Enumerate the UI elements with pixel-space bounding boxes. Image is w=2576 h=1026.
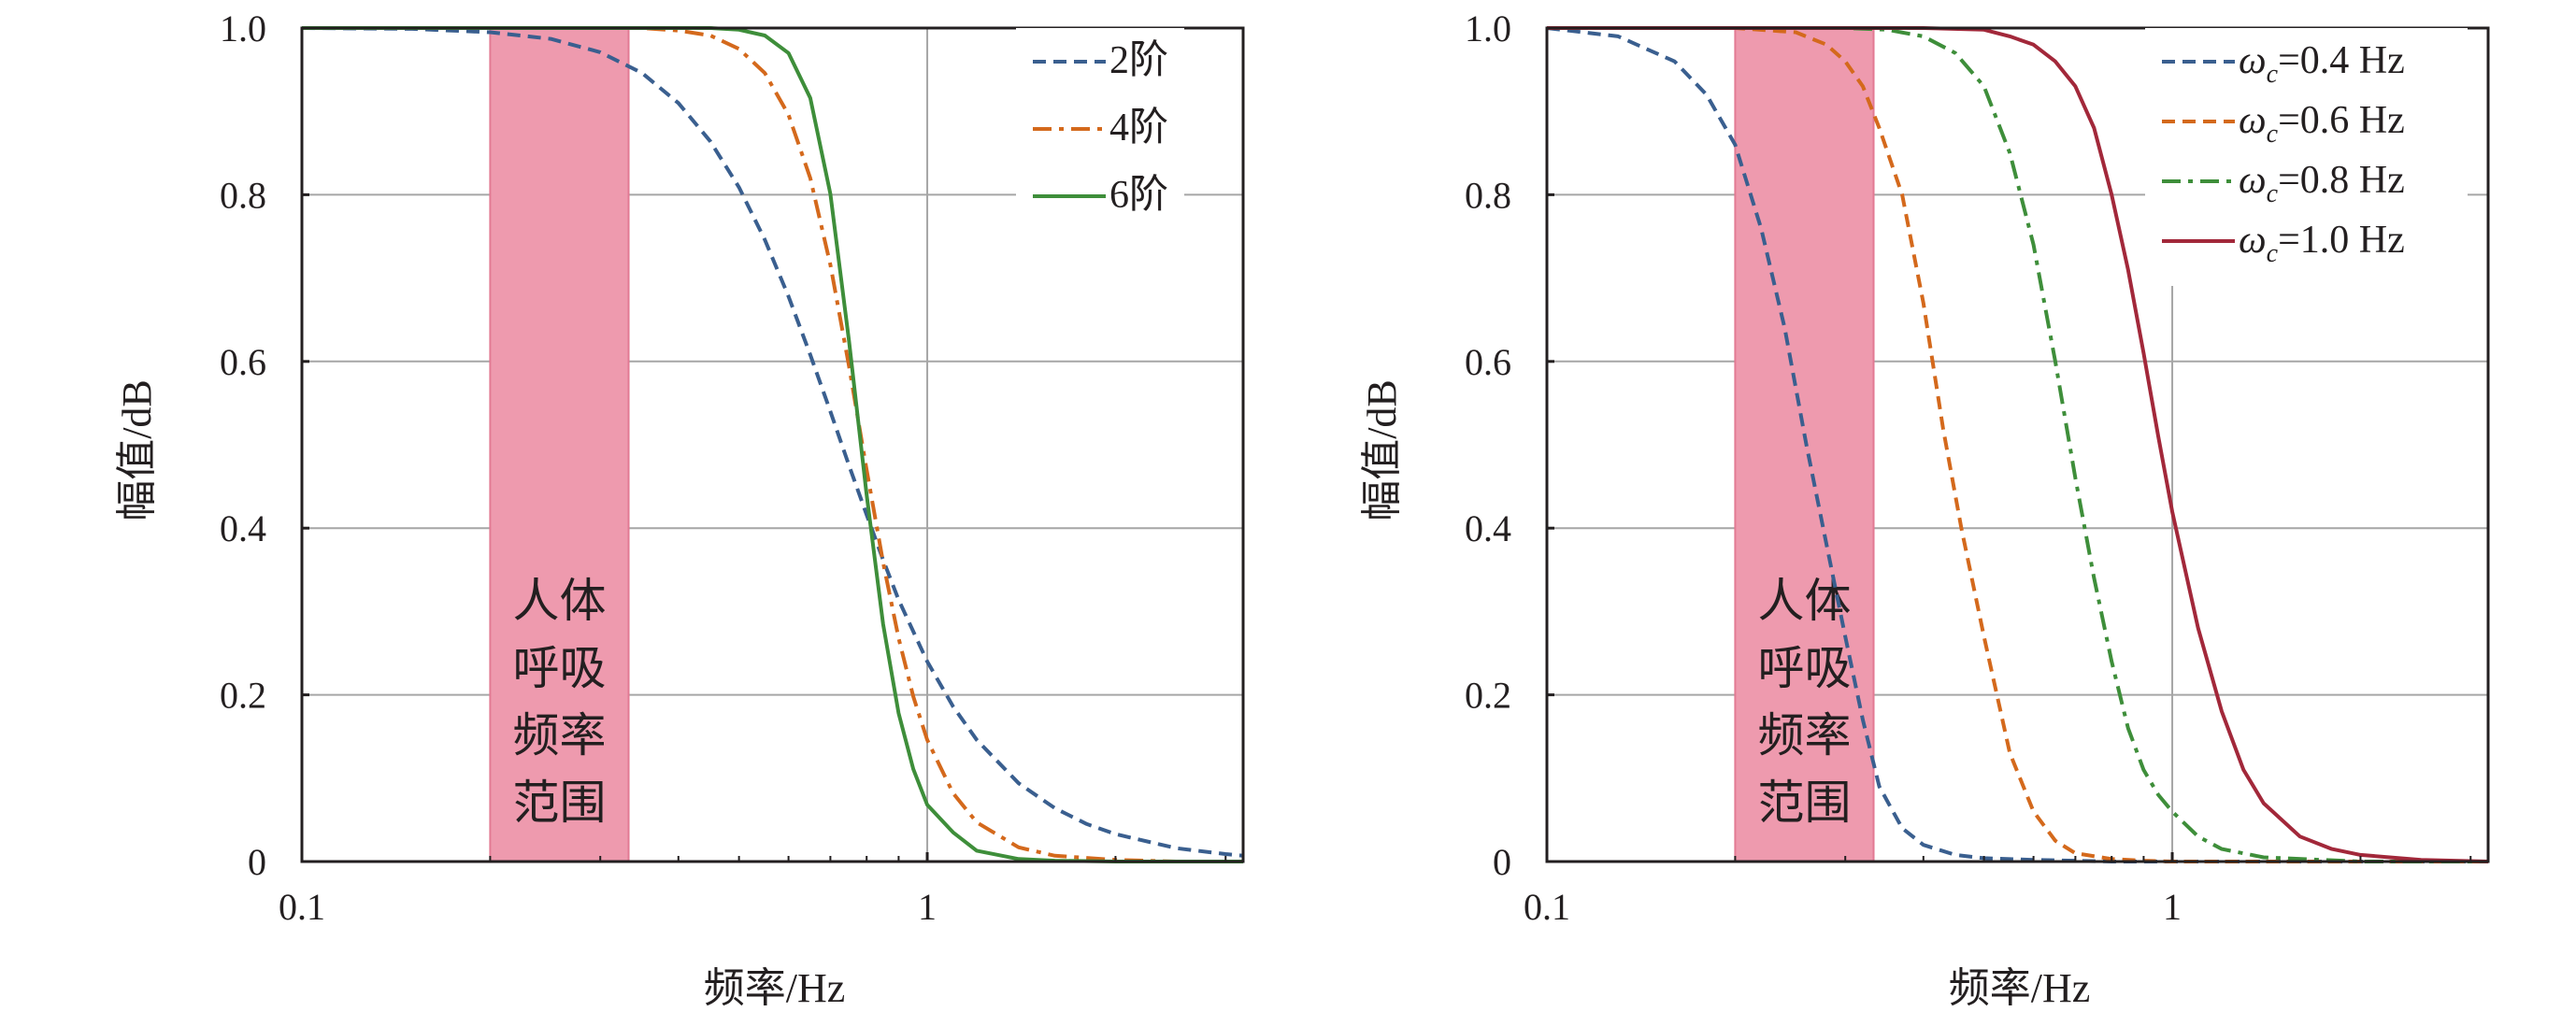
band-label: 频率 — [512, 709, 606, 762]
legend: 2阶 4阶 6阶 — [1016, 28, 1184, 249]
y-tick-label: 0.4 — [220, 507, 266, 549]
y-tick-label: 0.4 — [1465, 507, 1511, 549]
band-label: 人体 — [512, 575, 606, 627]
y-tick-label: 0.6 — [1465, 341, 1511, 383]
legend-label: 2阶 — [1109, 39, 1168, 82]
breathing-band — [1734, 27, 1875, 862]
series-line-3 — [1547, 26, 2489, 863]
x-tick-label: 0.1 — [1524, 886, 1570, 928]
y-axis-title: 幅值/dB — [1359, 379, 1405, 521]
legend-label: ωc=1.0 Hz — [2239, 219, 2405, 268]
legend: ωc=0.4 Hz ωc=0.6 Hz ωc=0.8 Hz ωc=1.0 Hz — [2145, 28, 2468, 286]
legend-label: ωc=0.8 Hz — [2239, 159, 2405, 208]
legend-label: ωc=0.6 Hz — [2239, 99, 2405, 149]
plot-frame — [1545, 26, 2490, 863]
y-tick-label: 0.2 — [1465, 675, 1511, 717]
series-line-0 — [301, 26, 1244, 858]
y-tick-label: 0.6 — [220, 341, 266, 383]
band-label: 范围 — [512, 777, 606, 829]
y-tick-label: 0.2 — [220, 675, 266, 717]
y-axis-title: 幅值/dB — [114, 379, 160, 521]
x-tick-label: 0.1 — [279, 886, 325, 928]
y-tick-label: 0 — [248, 841, 266, 883]
series-line-1 — [302, 26, 1243, 863]
x-tick-label: 1 — [918, 886, 937, 928]
x-axis-title: 频率/Hz — [704, 965, 846, 1011]
legend-label: ωc=0.4 Hz — [2239, 39, 2405, 89]
series-line-2 — [1547, 26, 2488, 863]
y-tick-label: 1.0 — [1465, 7, 1511, 50]
band-label: 呼吸 — [512, 642, 606, 694]
band-label: 频率 — [1757, 709, 1851, 762]
plot-frame — [300, 26, 1245, 863]
y-tick-label: 1.0 — [220, 7, 266, 50]
legend-label: 6阶 — [1109, 174, 1168, 217]
y-tick-label: 0 — [1493, 841, 1511, 883]
y-tick-label: 0.8 — [1465, 174, 1511, 216]
band-label: 范围 — [1757, 777, 1851, 829]
legend-label: 4阶 — [1109, 107, 1168, 150]
legend-box — [1016, 28, 1184, 249]
band-label: 呼吸 — [1757, 642, 1851, 694]
x-tick-label: 1 — [2163, 886, 2182, 928]
y-tick-label: 0.8 — [220, 174, 266, 216]
x-axis-title: 频率/Hz — [1949, 965, 2091, 1011]
